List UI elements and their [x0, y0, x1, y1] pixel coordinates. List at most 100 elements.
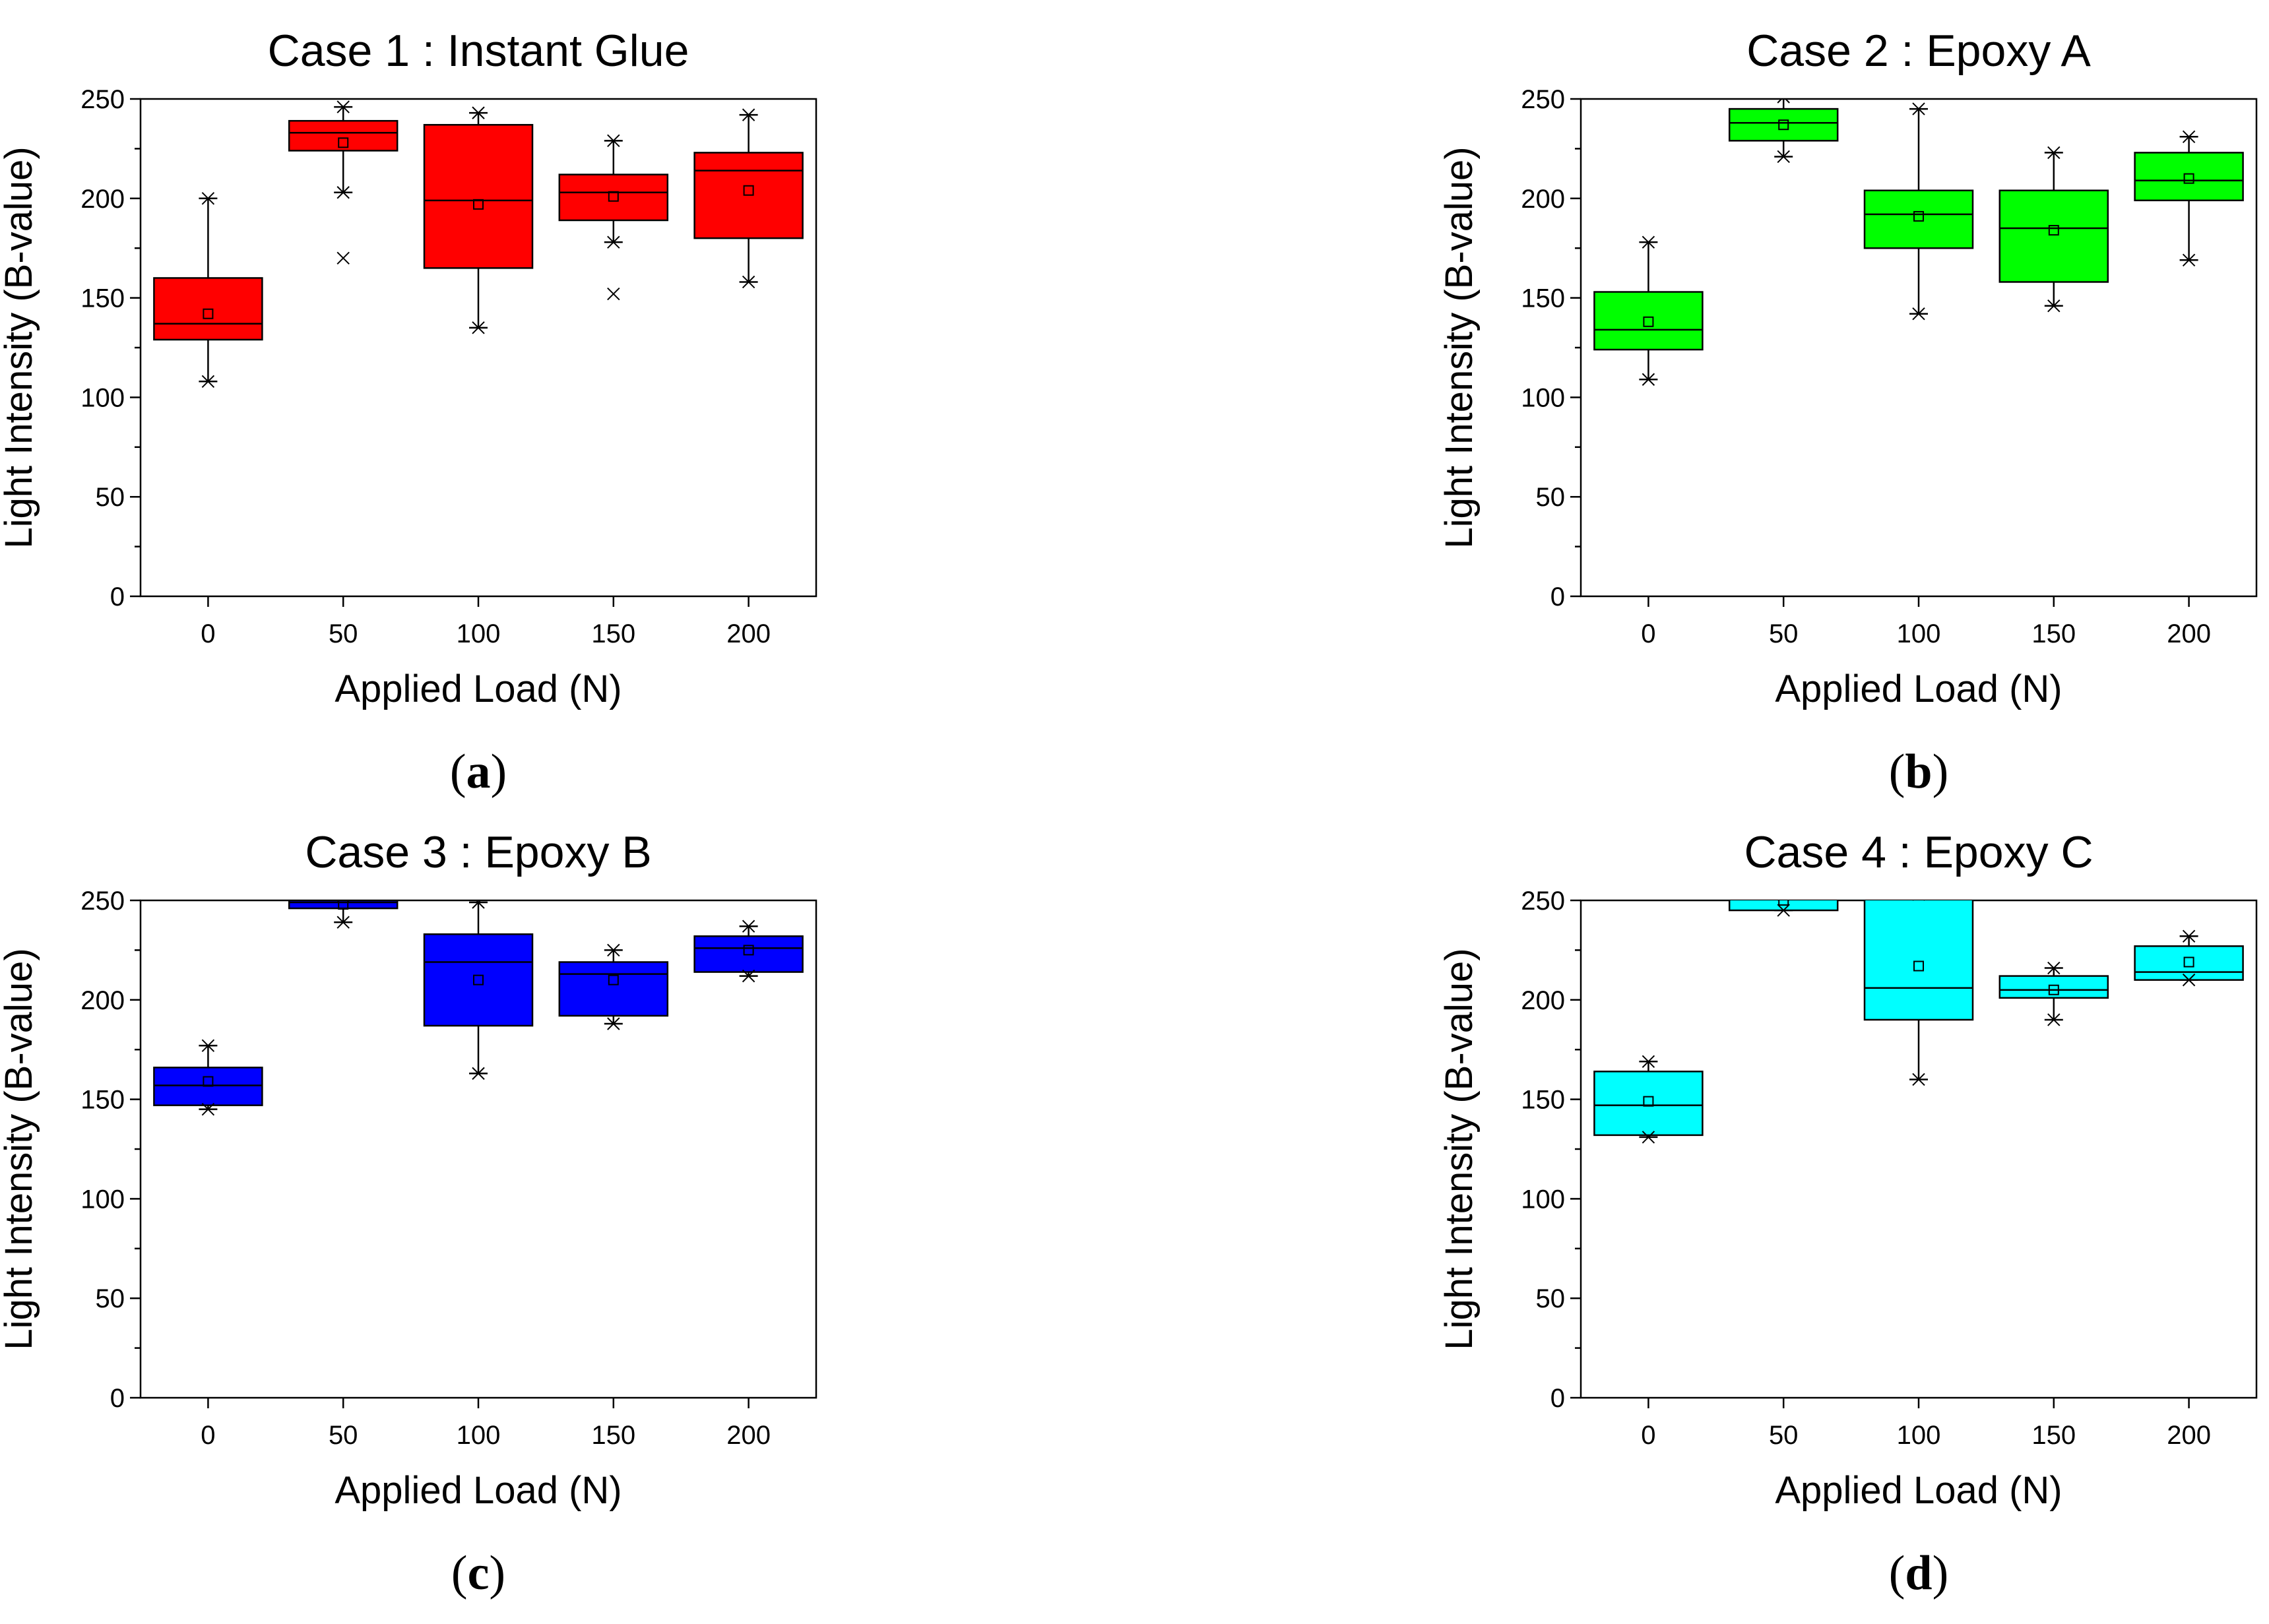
y-tick-label: 250 — [1521, 887, 1565, 916]
extreme-marker — [1776, 904, 1791, 917]
y-tick-label: 200 — [80, 185, 125, 214]
x-axis-label: Applied Load (N) — [1775, 1469, 2062, 1512]
chart-panel-d: Case 4 : Epoxy C 0 50 100 150 200 250 0 50 100 150… — [1438, 827, 2258, 1600]
iqr-box — [558, 961, 669, 1017]
extreme-marker — [336, 916, 351, 929]
y-tick-label: 200 — [80, 986, 125, 1015]
extreme-marker — [201, 192, 216, 205]
extreme-marker — [2046, 1013, 2061, 1026]
x-tick-label: 50 — [329, 1421, 358, 1450]
extreme-marker — [2181, 253, 2196, 267]
extreme-marker — [1911, 102, 1926, 115]
x-axis-label: Applied Load (N) — [335, 668, 622, 710]
box-series — [153, 100, 804, 388]
y-tick-label: 150 — [1521, 284, 1565, 313]
mean-marker — [743, 185, 754, 196]
extreme-marker — [1641, 1055, 1656, 1069]
y-tick-label: 100 — [1521, 383, 1565, 412]
x-tick-label: 0 — [1641, 619, 1655, 648]
y-tick-label: 0 — [1550, 1384, 1565, 1413]
extreme-marker — [2181, 130, 2196, 144]
y-tick-label: 200 — [1521, 185, 1565, 214]
y-axis-label: Light Intensity (B-value) — [0, 146, 40, 548]
x-tick-label: 150 — [2031, 619, 2076, 648]
extreme-marker — [1911, 307, 1926, 321]
iqr-box — [558, 173, 669, 222]
iqr-box — [423, 933, 534, 1027]
y-tick-label: 150 — [80, 1086, 125, 1115]
extreme-marker — [201, 375, 216, 388]
box-150 — [1998, 146, 2109, 313]
panel-caption: (d) — [1889, 1546, 1948, 1600]
y-tick-label: 100 — [80, 1185, 125, 1214]
mean-marker — [2183, 173, 2194, 184]
extreme-marker — [741, 920, 756, 933]
x-tick-label: 150 — [591, 619, 635, 648]
box-200 — [693, 920, 804, 983]
box-series — [1593, 900, 2244, 1144]
outlier-marker — [607, 287, 620, 301]
mean-marker — [203, 1076, 214, 1087]
extreme-marker — [606, 943, 621, 957]
iqr-box — [1728, 900, 1839, 912]
y-tick-label: 250 — [80, 85, 125, 114]
extreme-marker — [741, 108, 756, 121]
mean-marker — [2048, 984, 2059, 995]
extreme-marker — [1777, 99, 1790, 104]
mean-marker — [743, 945, 754, 956]
extreme-marker — [201, 1039, 216, 1052]
outlier-marker — [336, 251, 350, 265]
box-50 — [288, 900, 399, 929]
mean-marker — [1643, 316, 1654, 327]
extreme-marker — [1641, 373, 1656, 386]
extreme-marker — [336, 100, 351, 113]
mean-marker — [1778, 900, 1789, 906]
x-tick-label: 200 — [726, 619, 771, 648]
iqr-box — [1593, 291, 1704, 351]
extreme-marker — [2046, 299, 2061, 313]
mean-marker — [473, 199, 484, 210]
extreme-marker — [2046, 961, 2061, 975]
iqr-box — [2134, 945, 2244, 981]
mean-marker — [203, 308, 214, 319]
y-tick-label: 50 — [96, 1284, 125, 1313]
extreme-marker — [471, 900, 486, 909]
iqr-box — [1728, 108, 1839, 142]
mean-marker — [1778, 119, 1789, 131]
box-series — [153, 900, 804, 1116]
iqr-box — [1863, 900, 1974, 1021]
y-tick-label: 250 — [80, 887, 125, 916]
iqr-box — [1593, 1071, 1704, 1137]
y-axis-label: Light Intensity (B-value) — [1438, 948, 1481, 1350]
chart-title: Case 3 : Epoxy B — [305, 827, 651, 877]
chart-title: Case 1 : Instant Glue — [268, 26, 689, 76]
mean-marker — [473, 974, 484, 985]
x-axis-label: Applied Load (N) — [1775, 668, 2062, 710]
box-0 — [1593, 235, 1704, 386]
box-50 — [288, 100, 399, 265]
mean-marker — [608, 191, 619, 202]
extreme-marker — [1641, 235, 1656, 249]
x-tick-label: 200 — [2167, 1421, 2211, 1450]
box-150 — [558, 943, 669, 1030]
x-tick-label: 100 — [1897, 1421, 1941, 1450]
y-tick-label: 250 — [1521, 85, 1565, 114]
y-tick-label: 0 — [110, 1384, 125, 1413]
x-tick-label: 100 — [457, 619, 501, 648]
iqr-box — [1998, 189, 2109, 283]
box-100 — [1863, 102, 1974, 321]
y-tick-label: 0 — [1550, 582, 1565, 611]
box-50 — [1728, 99, 1839, 164]
box-200 — [693, 108, 804, 289]
x-tick-label: 100 — [457, 1421, 501, 1450]
mean-marker — [1643, 1096, 1654, 1107]
box-50 — [1728, 900, 1839, 917]
mean-marker — [1913, 210, 1924, 222]
x-tick-label: 150 — [591, 1421, 635, 1450]
x-tick-label: 0 — [201, 1421, 215, 1450]
extreme-marker — [1911, 1073, 1926, 1086]
box-100 — [423, 900, 534, 1080]
mean-marker — [338, 137, 349, 148]
extreme-marker — [1913, 900, 1925, 901]
